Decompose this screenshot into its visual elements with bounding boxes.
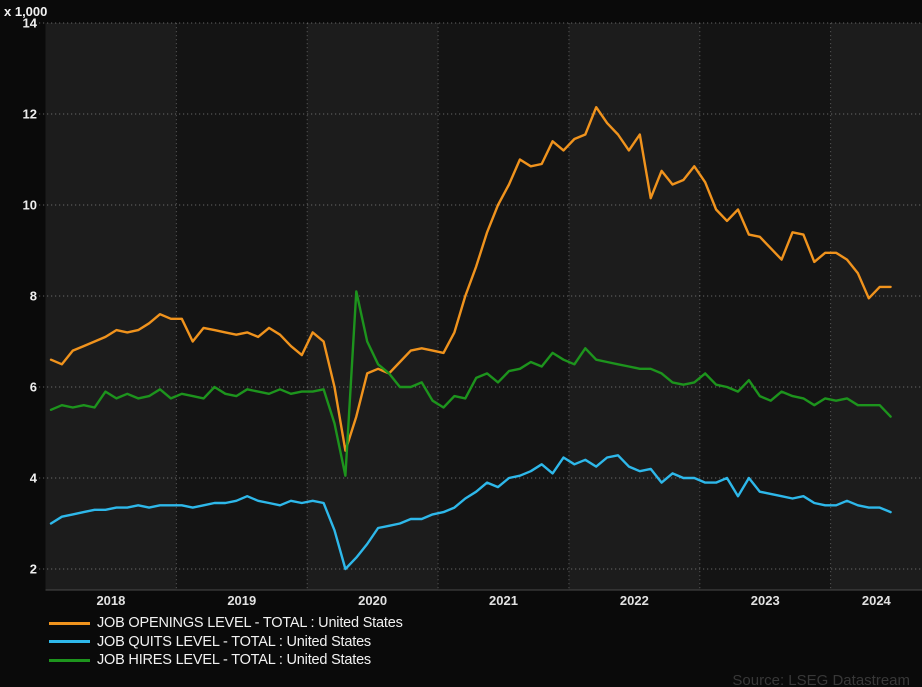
y-tick-label: 6 xyxy=(30,380,37,395)
x-tick-label: 2018 xyxy=(96,593,125,608)
x-tick-label: 2021 xyxy=(489,593,518,608)
legend-swatch-quits xyxy=(49,640,90,644)
y-tick-label: 4 xyxy=(30,471,38,486)
y-tick-label: 14 xyxy=(23,16,38,31)
legend-label: JOB OPENINGS LEVEL - TOTAL : United Stat… xyxy=(97,615,403,632)
x-tick-label: 2022 xyxy=(620,593,649,608)
y-axis-multiplier-label: x 1,000 xyxy=(4,4,48,19)
legend-swatch-openings xyxy=(49,621,90,625)
legend-item-openings: JOB OPENINGS LEVEL - TOTAL : United Stat… xyxy=(49,614,403,633)
legend-label: JOB HIRES LEVEL - TOTAL : United States xyxy=(97,652,371,669)
year-band-2020 xyxy=(307,23,439,590)
y-tick-label: 10 xyxy=(23,198,37,213)
source-attribution: Source: LSEG Datastream xyxy=(732,672,910,687)
legend-item-hires: JOB HIRES LEVEL - TOTAL : United States xyxy=(49,651,403,670)
series-line-quits xyxy=(49,454,892,571)
year-band-2018 xyxy=(45,23,177,590)
x-tick-label: 2023 xyxy=(751,593,780,608)
year-band-2024 xyxy=(830,23,922,590)
legend-item-quits: JOB QUITS LEVEL - TOTAL : United States xyxy=(49,633,403,652)
year-band-2019 xyxy=(176,23,308,590)
series-line-hires xyxy=(49,290,892,477)
y-tick-label: 12 xyxy=(23,107,37,122)
x-tick-label: 2024 xyxy=(862,593,892,608)
year-band-2021 xyxy=(438,23,569,590)
year-band-2023 xyxy=(699,23,831,590)
series-line-openings xyxy=(49,105,892,452)
x-tick-label: 2020 xyxy=(358,593,387,608)
year-band-2022 xyxy=(568,23,700,590)
y-tick-label: 2 xyxy=(30,562,37,577)
legend-swatch-hires xyxy=(49,658,90,662)
y-tick-label: 8 xyxy=(30,289,37,304)
x-tick-label: 2019 xyxy=(227,593,256,608)
legend-label: JOB QUITS LEVEL - TOTAL : United States xyxy=(97,633,371,650)
legend: JOB OPENINGS LEVEL - TOTAL : United Stat… xyxy=(49,614,403,670)
